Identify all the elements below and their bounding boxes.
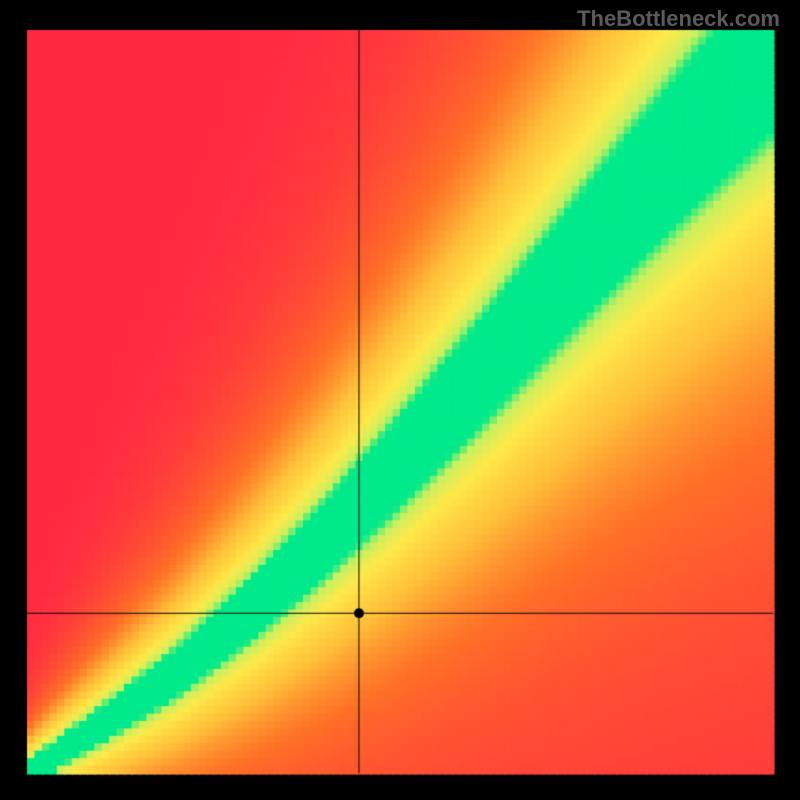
bottleneck-heatmap (0, 0, 800, 800)
chart-container: TheBottleneck.com (0, 0, 800, 800)
watermark-text: TheBottleneck.com (577, 6, 780, 32)
